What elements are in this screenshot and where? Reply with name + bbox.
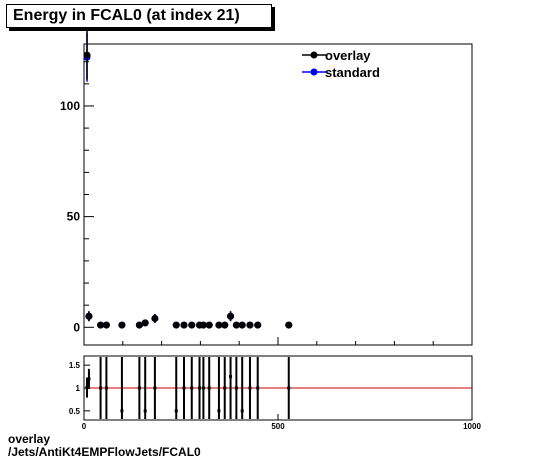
ratio-point <box>153 386 157 390</box>
data-point-overlay <box>205 321 213 329</box>
data-point-overlay <box>85 312 93 320</box>
data-point-overlay <box>254 321 262 329</box>
ratio-x-tick-label: 1000 <box>463 422 481 430</box>
legend-marker <box>310 51 318 59</box>
ratio-point <box>104 386 108 390</box>
data-point-overlay <box>221 321 229 329</box>
ratio-point <box>174 409 178 413</box>
data-point-overlay <box>141 319 149 327</box>
data-point-overlay <box>215 321 223 329</box>
legend: overlay standard <box>302 48 380 80</box>
y-tick-label: 50 <box>67 210 81 224</box>
footer-line-2: /Jets/AntiKt4EMPFlowJets/FCAL0 <box>8 445 201 459</box>
ratio-point <box>234 386 238 390</box>
data-point-overlay <box>238 321 246 329</box>
ratio-plot-panel: 0.511.505001000Energy/GeV <box>69 355 481 430</box>
ratio-point <box>256 386 260 390</box>
ratio-x-tick-label: 500 <box>271 422 285 430</box>
data-point-overlay <box>83 51 91 59</box>
data-point-overlay <box>118 321 126 329</box>
footer-line-1: overlay <box>8 432 51 446</box>
y-tick-label: 0 <box>73 320 80 334</box>
ratio-point <box>85 386 89 390</box>
title-box: Energy in FCAL0 (at index 21) <box>6 4 272 28</box>
ratio-point <box>120 409 124 413</box>
ratio-point <box>182 386 186 390</box>
data-point-overlay <box>227 312 235 320</box>
legend-label-standard: standard <box>325 65 380 80</box>
data-point-overlay <box>188 321 196 329</box>
ratio-point <box>229 375 233 379</box>
data-point-overlay <box>102 321 110 329</box>
ratio-point <box>240 409 244 413</box>
ratio-x-tick-label: 0 <box>82 422 87 430</box>
main-plot-panel: 0 50 100 <box>60 30 473 346</box>
ratio-y-tick-label: 1 <box>76 384 81 393</box>
data-point-overlay <box>172 321 180 329</box>
ratio-point <box>198 386 202 390</box>
ratio-point <box>207 386 211 390</box>
data-point-overlay <box>151 314 159 322</box>
footer-caption: overlay /Jets/AntiKt4EMPFlowJets/FCAL0 <box>8 433 201 459</box>
ratio-point <box>137 386 141 390</box>
data-point-overlay <box>246 321 254 329</box>
main-frame <box>83 43 473 346</box>
ratio-point <box>248 386 252 390</box>
ratio-point <box>287 386 291 390</box>
ratio-point <box>143 409 147 413</box>
data-point-overlay <box>97 321 105 329</box>
ratio-y-tick-label: 0.5 <box>69 407 81 416</box>
ratio-point <box>223 386 227 390</box>
legend-label-overlay: overlay <box>325 48 371 63</box>
ratio-point <box>190 386 194 390</box>
data-point-overlay <box>285 321 293 329</box>
y-tick-label: 100 <box>60 99 80 113</box>
data-point-overlay <box>135 321 143 329</box>
ratio-point <box>201 386 205 390</box>
legend-marker <box>310 68 318 76</box>
ratio-point <box>99 386 103 390</box>
chart-title: Energy in FCAL0 (at index 21) <box>13 7 240 24</box>
data-point-overlay <box>232 321 240 329</box>
data-point-overlay <box>199 321 207 329</box>
ratio-point <box>217 409 221 413</box>
ratio-y-tick-label: 1.5 <box>69 361 81 370</box>
data-point-overlay <box>180 321 188 329</box>
ratio-point <box>87 377 91 381</box>
